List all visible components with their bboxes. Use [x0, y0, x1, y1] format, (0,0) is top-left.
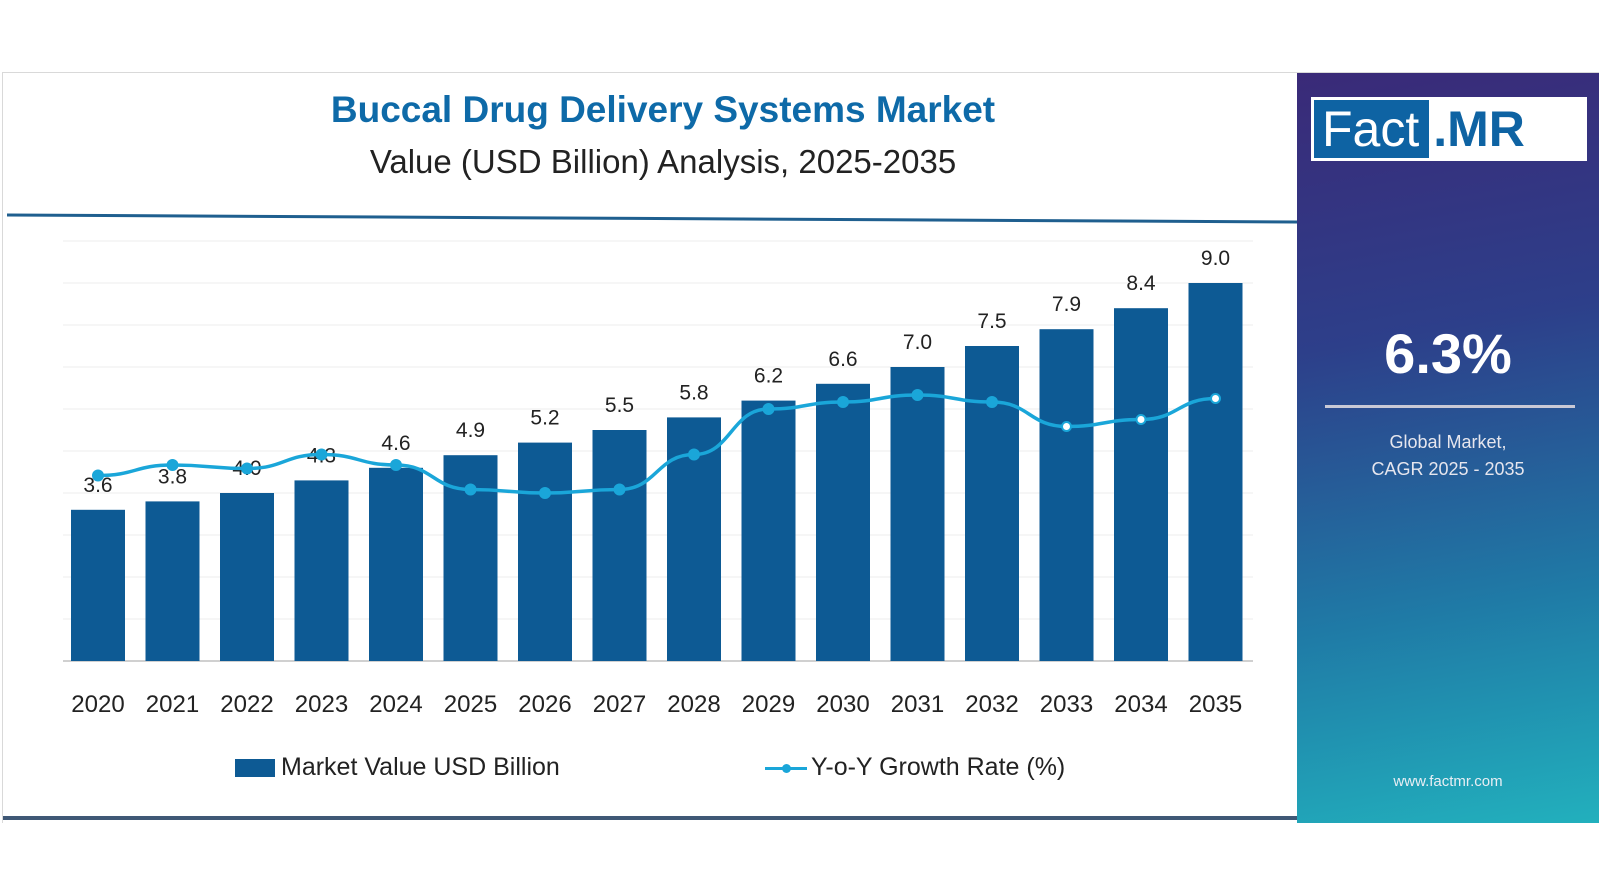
growth-point-2024 — [390, 459, 402, 471]
legend-line-label: Y-o-Y Growth Rate (%) — [811, 753, 1066, 781]
growth-point-2029 — [762, 403, 775, 415]
x-tick-label: 2028 — [667, 691, 720, 718]
x-tick-label: 2029 — [742, 691, 795, 718]
x-tick-label: 2024 — [369, 691, 422, 718]
growth-point-2021 — [166, 459, 179, 471]
bar-2023 — [294, 480, 349, 661]
growth-point-2023 — [315, 448, 328, 461]
growth-point-2033 — [1061, 421, 1072, 432]
growth-point-2026 — [539, 487, 551, 499]
x-tick-label: 2034 — [1114, 691, 1167, 718]
bar-2027 — [592, 430, 647, 661]
chart-plot: 3.620203.820214.020224.320234.620244.920… — [6, 213, 1297, 718]
bar-value-label: 4.9 — [456, 419, 485, 442]
growth-point-2030 — [837, 396, 849, 408]
growth-line — [97, 393, 1216, 495]
factmr-logo: Fact .MR — [1311, 97, 1587, 161]
bar-value-label: 7.0 — [903, 331, 932, 354]
growth-point-2028 — [688, 448, 700, 461]
bar-2034 — [1114, 308, 1168, 661]
legend-item-line: Y-o-Y Growth Rate (%) — [765, 753, 1065, 782]
x-tick-label: 2027 — [593, 691, 646, 718]
x-tick-label: 2033 — [1040, 691, 1093, 718]
bar-2030 — [816, 383, 870, 661]
bar-2020 — [71, 509, 125, 661]
bar-2032 — [965, 346, 1019, 661]
bottom-rule — [3, 816, 1297, 820]
sidebar-divider — [1325, 405, 1575, 408]
legend-item-bars: Market Value USD Billion — [235, 753, 560, 782]
x-tick-label: 2030 — [816, 691, 869, 718]
x-tick-label: 2025 — [444, 691, 497, 718]
x-tick-label: 2020 — [71, 691, 124, 718]
x-tick-label: 2021 — [146, 691, 199, 718]
bar-value-label: 9.0 — [1201, 247, 1230, 270]
bar-2024 — [369, 467, 423, 661]
bar-2022 — [220, 493, 274, 661]
cagr-caption-line1: Global Market, — [1389, 432, 1507, 452]
bar-2026 — [518, 442, 572, 661]
bar-value-label: 7.5 — [977, 310, 1006, 333]
legend: Market Value USD Billion Y-o-Y Growth Ra… — [3, 753, 1297, 783]
header-rule — [6, 213, 1297, 224]
chart-card: Buccal Drug Delivery Systems Market Valu… — [2, 72, 1599, 823]
bar-2035 — [1188, 283, 1243, 661]
growth-point-2035 — [1210, 393, 1221, 404]
growth-point-2020 — [92, 469, 104, 482]
x-tick-label: 2031 — [891, 691, 944, 718]
legend-bar-swatch — [235, 758, 275, 777]
bar-value-label: 5.2 — [530, 407, 559, 430]
x-tick-label: 2032 — [965, 691, 1018, 718]
bar-value-label: 6.6 — [828, 348, 857, 371]
website-link[interactable]: www.factmr.com — [1393, 773, 1503, 790]
bar-value-label: 6.2 — [754, 365, 783, 388]
cagr-value: 6.3% — [1384, 322, 1512, 385]
bar-value-label: 7.9 — [1052, 293, 1081, 316]
cagr-caption: Global Market, CAGR 2025 - 2035 — [1297, 429, 1599, 483]
bar-value-label: 5.5 — [605, 394, 634, 417]
x-tick-label: 2023 — [295, 691, 348, 718]
bar-value-label: 5.8 — [679, 381, 708, 404]
x-tick-label: 2022 — [220, 691, 273, 718]
growth-point-2022 — [241, 462, 253, 475]
bar-2033 — [1039, 329, 1094, 661]
chart-panel: Buccal Drug Delivery Systems Market Valu… — [3, 73, 1297, 820]
bar-2021 — [145, 501, 200, 661]
bar-2029 — [741, 400, 796, 661]
bar-value-label: 4.6 — [381, 432, 410, 455]
growth-point-2027 — [613, 483, 626, 496]
chart-subtitle: Value (USD Billion) Analysis, 2025-2035 — [369, 143, 957, 180]
sidebar-panel: Fact .MR 6.3% Global Market, CAGR 2025 -… — [1297, 73, 1599, 823]
bar-value-label: 3.6 — [83, 474, 112, 497]
bar-value-label: 3.8 — [158, 465, 187, 488]
cagr-caption-line2: CAGR 2025 - 2035 — [1371, 459, 1525, 479]
growth-point-2034 — [1135, 414, 1147, 425]
logo-fact-text: Fact — [1314, 100, 1430, 158]
legend-line-swatch — [765, 761, 807, 775]
chart-title: Buccal Drug Delivery Systems Market — [330, 89, 996, 130]
x-tick-label: 2035 — [1189, 691, 1242, 718]
bar-2031 — [890, 367, 945, 661]
growth-point-2032 — [986, 396, 998, 408]
growth-point-2025 — [464, 483, 477, 496]
x-tick-label: 2026 — [518, 691, 571, 718]
legend-bar-label: Market Value USD Billion — [281, 753, 560, 781]
bar-value-label: 8.4 — [1126, 272, 1156, 295]
logo-mr-text: .MR — [1433, 101, 1525, 157]
growth-point-2031 — [911, 389, 924, 401]
